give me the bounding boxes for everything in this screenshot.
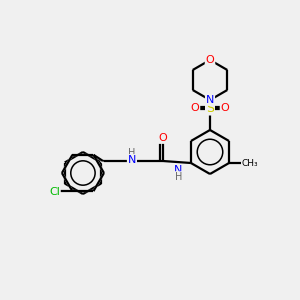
Text: Cl: Cl <box>49 187 60 197</box>
Text: CH₃: CH₃ <box>242 158 258 167</box>
Text: O: O <box>159 133 167 143</box>
Text: N: N <box>174 165 182 175</box>
Text: N: N <box>128 155 136 165</box>
Text: S: S <box>206 101 214 115</box>
Text: O: O <box>220 103 230 113</box>
Text: N: N <box>206 95 214 105</box>
Text: O: O <box>190 103 200 113</box>
Text: H: H <box>175 172 183 182</box>
Text: H: H <box>128 148 136 158</box>
Text: O: O <box>206 55 214 65</box>
